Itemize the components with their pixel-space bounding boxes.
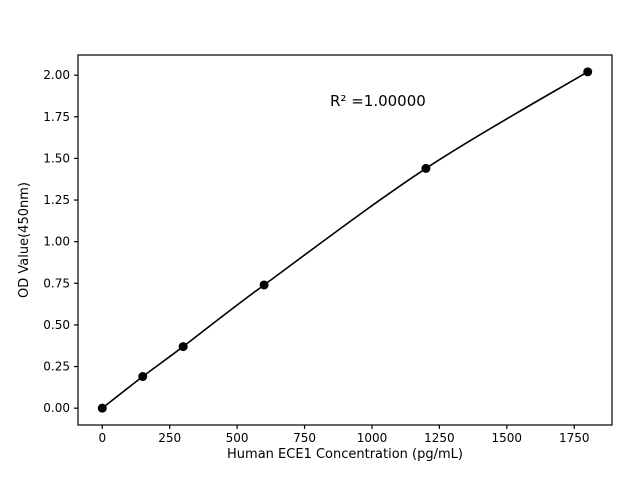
y-tick-label: 1.25: [43, 193, 70, 207]
data-point-marker: [259, 280, 269, 290]
y-tick-label: 1.00: [43, 235, 70, 249]
x-tick-label: 250: [158, 431, 181, 445]
y-tick-label: 0.25: [43, 360, 70, 374]
y-tick-label: 0.00: [43, 401, 70, 415]
y-tick-label: 1.50: [43, 151, 70, 165]
x-tick-label: 1750: [559, 431, 590, 445]
data-point-marker: [138, 372, 148, 382]
x-tick-label: 1500: [492, 431, 523, 445]
x-axis-label: Human ECE1 Concentration (pg/mL): [227, 447, 463, 462]
fit-curve: [101, 71, 589, 409]
data-point-marker: [178, 342, 188, 352]
y-tick-label: 1.75: [43, 110, 70, 124]
x-tick-label: 1250: [424, 431, 455, 445]
data-point-marker: [583, 67, 593, 77]
x-tick-label: 0: [98, 431, 106, 445]
plot-border: [77, 54, 613, 426]
y-tick-label: 0.50: [43, 318, 70, 332]
y-axis-label: OD Value(450nm): [17, 182, 32, 298]
x-tick-label: 500: [226, 431, 249, 445]
x-tick-label: 1000: [357, 431, 388, 445]
y-tick-label: 0.75: [43, 276, 70, 290]
data-point-marker: [421, 163, 431, 173]
r-squared-annotation: R² =1.00000: [330, 92, 426, 110]
y-tick-label: 2.00: [43, 68, 70, 82]
x-tick-label: 750: [293, 431, 316, 445]
data-point-marker: [97, 403, 107, 413]
